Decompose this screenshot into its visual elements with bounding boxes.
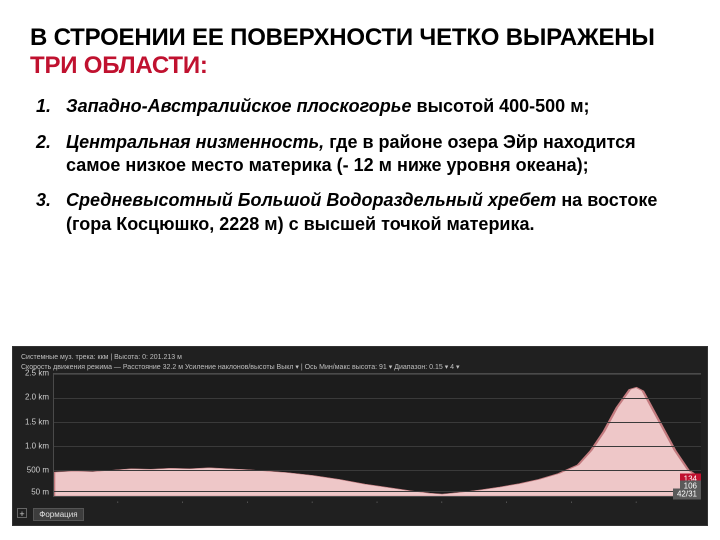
y-axis-labels: 50 m500 m1.0 km1.5 km2.0 km2.5 km: [17, 373, 51, 497]
x-tick: ·: [376, 499, 378, 506]
item-body: Центральная низменность, где в районе оз…: [66, 131, 690, 178]
add-icon[interactable]: +: [17, 508, 27, 518]
y-tick-label: 2.5 km: [25, 369, 49, 378]
x-tick: ·: [117, 499, 119, 506]
value-badge: 42/31: [673, 488, 701, 499]
item-desc: высотой 400-500 м;: [417, 96, 590, 116]
y-tick-label: 50 m: [31, 488, 49, 497]
x-tick: ·: [570, 499, 572, 506]
heading-lead: В СТРОЕНИИ ЕЕ ПОВЕРХНОСТИ ЧЕТКО ВЫРАЖЕНЫ: [30, 24, 655, 51]
chart-info-line2: Скорость движения режима — Расстояние 32…: [21, 363, 699, 371]
footer-button[interactable]: Формация: [33, 508, 83, 521]
item-number: 2.: [36, 131, 66, 154]
y-tick-label: 500 m: [27, 466, 49, 475]
gridline: [54, 398, 701, 399]
gridline: [54, 446, 701, 447]
chart-plot-area: 13410642/31: [53, 373, 701, 497]
elevation-area: [54, 374, 701, 496]
x-tick: ·: [441, 499, 443, 506]
x-tick: ·: [181, 499, 183, 506]
list-item: 3. Средневысотный Большой Водораздельный…: [36, 189, 690, 236]
gridline: [54, 491, 701, 492]
item-number: 3.: [36, 189, 66, 212]
heading-accent: ТРИ ОБЛАСТИ:: [30, 52, 208, 79]
y-tick-label: 1.0 km: [25, 441, 49, 450]
item-body: Средневысотный Большой Водораздельный хр…: [66, 189, 690, 236]
list-item: 2. Центральная низменность, где в районе…: [36, 131, 690, 178]
item-name: Западно-Австралийское плоскогорье: [66, 96, 417, 116]
x-axis-labels: · · · · · · · · ·: [53, 499, 701, 509]
chart-info-line1: Системные муз. трека: ккм | Высота: 0: 2…: [21, 353, 699, 363]
gridline: [54, 374, 701, 375]
y-tick-label: 1.5 km: [25, 417, 49, 426]
x-tick: ·: [505, 499, 507, 506]
item-body: Западно-Австралийское плоскогорье высото…: [66, 95, 690, 118]
regions-list: 1. Западно-Австралийское плоскогорье выс…: [36, 95, 690, 236]
list-item: 1. Западно-Австралийское плоскогорье выс…: [36, 95, 690, 118]
item-name: Центральная низменность,: [66, 132, 329, 152]
slide-heading: В СТРОЕНИИ ЕЕ ПОВЕРХНОСТИ ЧЕТКО ВЫРАЖЕНЫ…: [30, 24, 690, 79]
elevation-chart: Системные муз. трека: ккм | Высота: 0: 2…: [12, 346, 708, 526]
chart-footer: + Формация: [17, 508, 86, 521]
gridline: [54, 422, 701, 423]
gridline: [54, 470, 701, 471]
chart-info: Системные муз. трека: ккм | Высота: 0: 2…: [17, 351, 703, 371]
x-tick: ·: [635, 499, 637, 506]
y-tick-label: 2.0 km: [25, 393, 49, 402]
x-tick: ·: [311, 499, 313, 506]
item-name: Средневысотный Большой Водораздельный хр…: [66, 190, 561, 210]
item-number: 1.: [36, 95, 66, 118]
x-tick: ·: [246, 499, 248, 506]
